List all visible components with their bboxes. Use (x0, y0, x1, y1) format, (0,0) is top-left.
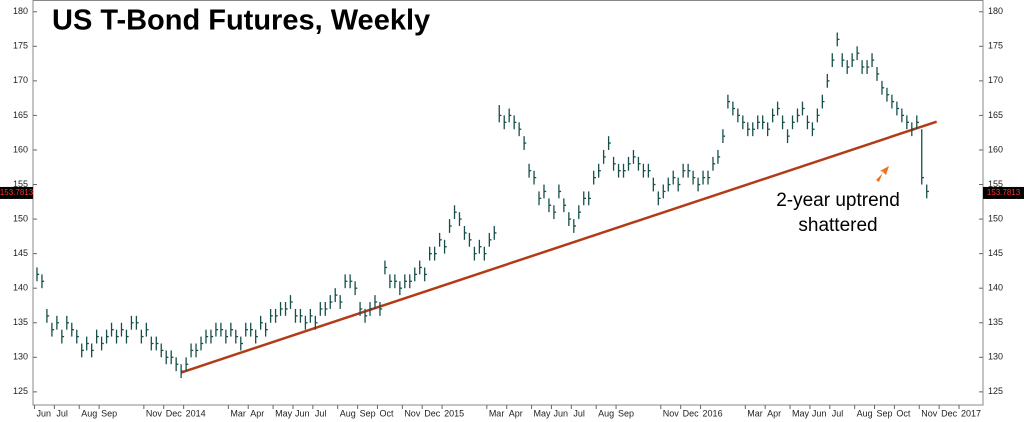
y-tick-label: 180 (988, 6, 1003, 16)
x-tick-label: Aug (598, 408, 614, 418)
x-tick-label: Jun (37, 408, 52, 418)
x-tick-label: Nov (146, 408, 163, 418)
annotation-arrow (876, 166, 889, 182)
y-tick-label: 165 (988, 110, 1003, 120)
y-tick-label: 150 (988, 213, 1003, 223)
x-tick-label: Dec (424, 408, 441, 418)
x-tick-label: Apr (250, 408, 264, 418)
x-tick-label: May (792, 408, 810, 418)
y-tick-label: 175 (988, 41, 1003, 51)
annotation-text: 2-year uptrend (776, 190, 900, 211)
x-tick-label: May (534, 408, 552, 418)
x-tick-label: Dec (683, 408, 700, 418)
x-tick-label: Jun (295, 408, 310, 418)
x-tick-label: Nov (404, 408, 421, 418)
y-tick-label: 155 (988, 179, 1003, 189)
x-tick-label: 2017 (961, 408, 981, 418)
y-tick-label: 170 (988, 75, 1003, 85)
x-tick-label: Dec (166, 408, 183, 418)
y-tick-label: 140 (13, 283, 28, 293)
y-tick-label: 135 (988, 317, 1003, 327)
x-tick-label: 2016 (703, 408, 723, 418)
x-tick-label: Aug (340, 408, 356, 418)
y-tick-label: 160 (13, 144, 28, 154)
y-tick-label: 145 (988, 248, 1003, 258)
x-tick-label: Mar (230, 408, 246, 418)
last-price-box (983, 186, 1024, 199)
y-tick-label: 130 (988, 352, 1003, 362)
x-tick-label: Oct (379, 408, 394, 418)
x-tick-label: 2014 (186, 408, 206, 418)
x-tick-label: Apr (509, 408, 523, 418)
x-tick-label: Jul (56, 408, 68, 418)
x-tick-label: Jun (553, 408, 568, 418)
chart-title: US T-Bond Futures, Weekly (52, 5, 430, 37)
y-tick-label: 180 (13, 6, 28, 16)
y-tick-label: 135 (13, 317, 28, 327)
x-tick-label: Sep (101, 408, 117, 418)
y-tick-label: 125 (13, 386, 28, 396)
x-tick-label: Mar (747, 408, 763, 418)
x-tick-label: Jul (832, 408, 844, 418)
x-tick-label: Sep (877, 408, 893, 418)
x-tick-label: Jul (573, 408, 585, 418)
x-tick-label: Oct (896, 408, 911, 418)
x-tick-label: May (275, 408, 293, 418)
last-price-label: 153.7813 (987, 188, 1021, 197)
x-tick-label: 2015 (444, 408, 464, 418)
y-tick-label: 145 (13, 248, 28, 258)
y-tick-label: 170 (13, 75, 28, 85)
last-price-box (0, 186, 33, 199)
x-tick-label: Nov (663, 408, 680, 418)
y-tick-label: 140 (988, 283, 1003, 293)
last-price-label: 153.7813 (0, 188, 34, 197)
x-tick-label: Mar (489, 408, 505, 418)
y-tick-label: 175 (13, 41, 28, 51)
y-tick-label: 165 (13, 110, 28, 120)
annotation-text: shattered (798, 215, 877, 236)
x-tick-label: Apr (767, 408, 781, 418)
trend-line (180, 120, 938, 374)
x-tick-label: Jul (315, 408, 327, 418)
plot-frame (32, 0, 984, 406)
y-tick-label: 160 (988, 144, 1003, 154)
x-tick-label: Jun (812, 408, 827, 418)
x-tick-label: Dec (941, 408, 958, 418)
x-tick-label: Nov (921, 408, 938, 418)
y-tick-label: 155 (13, 179, 28, 189)
y-tick-label: 125 (988, 386, 1003, 396)
y-tick-label: 150 (13, 213, 28, 223)
y-tick-label: 130 (13, 352, 28, 362)
x-tick-label: Aug (81, 408, 97, 418)
x-tick-label: Sep (618, 408, 634, 418)
x-tick-label: Aug (857, 408, 873, 418)
x-tick-label: Sep (360, 408, 376, 418)
